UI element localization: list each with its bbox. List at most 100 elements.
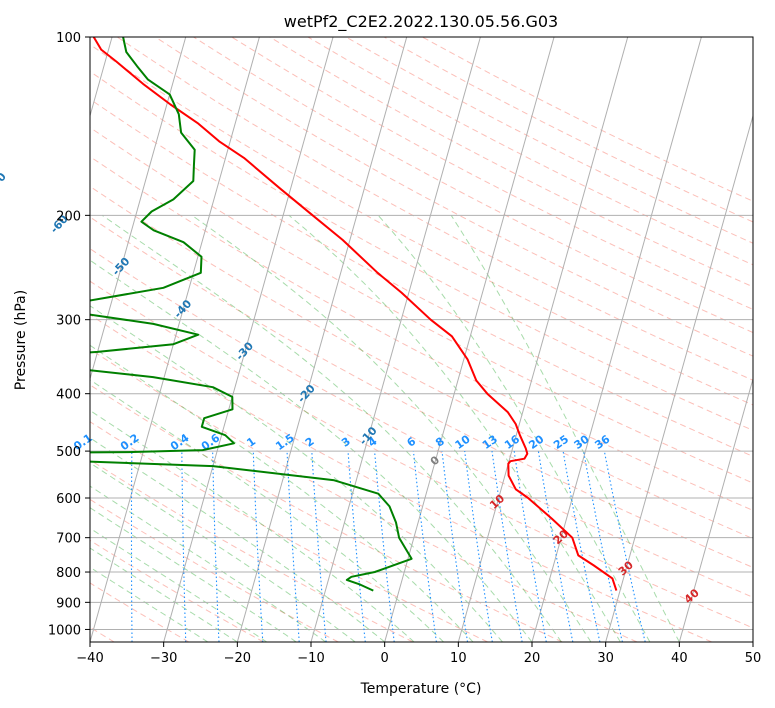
mixing-ratio-line bbox=[130, 451, 133, 642]
isotherm-line bbox=[752, 640, 753, 642]
mixing-ratio-label: 1.5 bbox=[273, 431, 296, 453]
dry-adiabat-line bbox=[90, 498, 339, 642]
dry-adiabat-label: 20 bbox=[551, 527, 571, 547]
plot-frame bbox=[89, 36, 754, 643]
mixing-ratio-line bbox=[491, 451, 523, 642]
isotherm-line bbox=[384, 37, 555, 642]
chart-title: wetPf2_C2E2.2022.130.05.56.G03 bbox=[284, 12, 558, 32]
grid-lines bbox=[90, 37, 753, 642]
dry-adiabat-label: 30 bbox=[616, 558, 636, 578]
x-axis: −40 −30 −20 −10 0 10 20 30 40 50 bbox=[76, 642, 761, 666]
mixing-ratio-line bbox=[82, 451, 85, 642]
isotherm-line bbox=[90, 37, 187, 381]
moist-adiabat-line bbox=[90, 507, 297, 642]
dry-adiabat-line bbox=[90, 314, 712, 642]
mixing-ratio-label: 13 bbox=[480, 433, 500, 452]
moist-adiabat-line bbox=[288, 214, 621, 642]
mixing-ratio-line bbox=[212, 451, 220, 642]
mixing-ratio-lines bbox=[82, 451, 646, 642]
x-tick-label: −30 bbox=[150, 651, 177, 666]
dry-adiabat-line bbox=[90, 70, 753, 431]
dry-adiabat-line bbox=[90, 98, 753, 457]
y-tick-label: 1000 bbox=[48, 623, 81, 638]
moist-adiabat-line bbox=[101, 214, 562, 642]
moist-adiabat-line bbox=[90, 566, 209, 642]
moist-adiabat-line bbox=[90, 462, 356, 642]
isotherm-label: -40 bbox=[171, 297, 194, 321]
background-lines bbox=[90, 37, 753, 642]
y-tick-label: 300 bbox=[56, 314, 81, 329]
mixing-ratio-label: 25 bbox=[551, 433, 571, 452]
mixing-ratio-label: 0.2 bbox=[118, 431, 141, 453]
dry-adiabat-line bbox=[90, 421, 488, 642]
dry-adiabat-line bbox=[90, 185, 753, 540]
mixing-ratio-line bbox=[311, 451, 327, 642]
isotherm-label: -70 bbox=[0, 170, 9, 194]
isotherm-line bbox=[163, 37, 334, 642]
y-tick-label: 200 bbox=[56, 209, 81, 224]
dry-adiabat-line bbox=[193, 37, 753, 334]
mixing-ratio-line bbox=[537, 451, 574, 642]
moist-adiabat-line bbox=[377, 214, 651, 642]
mixing-ratio-line bbox=[562, 451, 601, 642]
moist-adiabat-line bbox=[191, 214, 592, 642]
mixing-ratio-label: 1 bbox=[244, 435, 258, 450]
y-tick-label: 400 bbox=[56, 388, 81, 403]
isotherm-line bbox=[90, 37, 260, 642]
x-tick-label: 10 bbox=[450, 651, 467, 666]
dry-adiabat-line bbox=[269, 37, 753, 288]
dewpoint-line bbox=[90, 37, 413, 592]
moist-adiabat-line bbox=[450, 215, 680, 642]
dry-adiabat-line bbox=[231, 37, 753, 310]
y-tick-label: 700 bbox=[56, 532, 81, 547]
dry-adiabat-line bbox=[155, 37, 753, 357]
x-tick-label: −20 bbox=[224, 651, 251, 666]
mixing-ratio-line bbox=[412, 451, 437, 642]
x-tick-label: −40 bbox=[76, 651, 103, 666]
dry-adiabat-label: 0 bbox=[428, 453, 443, 468]
mixing-ratio-label: 2 bbox=[303, 435, 317, 450]
y-axis-title: Pressure (hPa) bbox=[13, 290, 29, 390]
dry-adiabat-line bbox=[90, 126, 753, 484]
x-tick-label: 20 bbox=[524, 651, 541, 666]
mixing-ratio-line bbox=[464, 451, 493, 642]
mixing-ratio-label: 10 bbox=[453, 432, 473, 452]
isotherm-line bbox=[678, 377, 753, 642]
isotherm-line bbox=[236, 37, 408, 642]
moist-adiabat-line bbox=[90, 485, 326, 642]
dry-adiabat-line bbox=[90, 43, 753, 406]
isotherm-line bbox=[605, 113, 753, 642]
mixing-ratio-label: 20 bbox=[526, 432, 546, 452]
isotherm-label: -30 bbox=[233, 339, 256, 363]
dry-adiabat-line bbox=[90, 582, 190, 642]
isotherm-line bbox=[457, 37, 629, 642]
x-tick-label: −10 bbox=[297, 651, 324, 666]
dry-adiabat-line bbox=[90, 348, 638, 642]
mixing-ratio-label: 8 bbox=[433, 435, 447, 450]
dry-adiabat-label: 40 bbox=[682, 586, 702, 606]
dry-adiabat-line bbox=[90, 280, 753, 629]
dry-adiabat-line bbox=[90, 155, 753, 512]
y-tick-label: 600 bbox=[56, 492, 81, 507]
dry-adiabat-line bbox=[90, 248, 753, 598]
moist-adiabat-line bbox=[90, 409, 415, 642]
moist-adiabat-line bbox=[90, 527, 268, 642]
moist-adiabat-line bbox=[90, 259, 533, 642]
y-tick-label: 100 bbox=[56, 31, 81, 46]
x-tick-label: 50 bbox=[745, 651, 762, 666]
moist-adiabat-line bbox=[90, 379, 444, 642]
mixing-ratio-line bbox=[603, 451, 646, 642]
mixing-ratio-line bbox=[583, 451, 623, 642]
y-tick-label: 800 bbox=[56, 566, 81, 581]
y-tick-label: 900 bbox=[56, 596, 81, 611]
dry-adiabat-line bbox=[90, 459, 414, 642]
mixing-ratio-line bbox=[513, 451, 547, 642]
mixing-ratio-label: 6 bbox=[405, 435, 419, 450]
x-tick-label: 30 bbox=[597, 651, 614, 666]
dry-adiabat-line bbox=[90, 384, 563, 642]
x-axis-title: Temperature (°C) bbox=[360, 681, 482, 697]
isotherm-line bbox=[531, 37, 702, 642]
y-tick-label: 500 bbox=[56, 445, 81, 460]
mixing-ratio-line bbox=[347, 451, 366, 642]
